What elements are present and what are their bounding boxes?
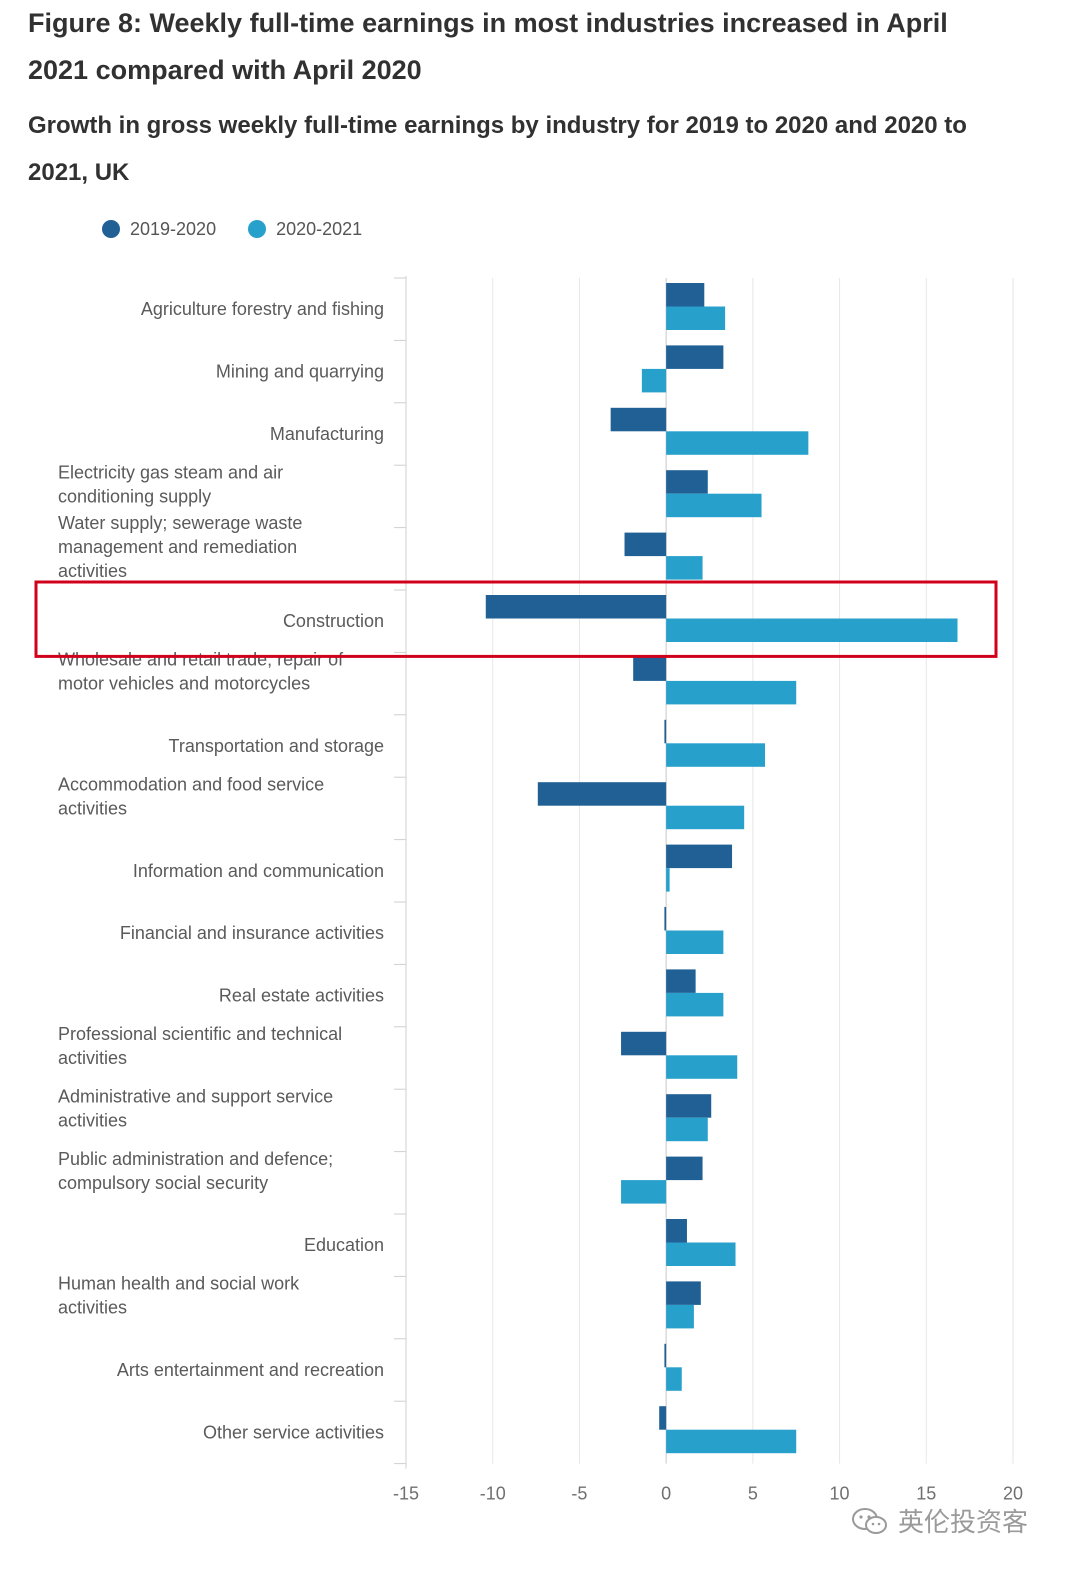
category-label: Manufacturing <box>270 424 384 444</box>
bar-2019-2020[interactable] <box>621 1031 667 1056</box>
bar-2020-2021[interactable] <box>666 805 745 830</box>
bar-2020-2021[interactable] <box>666 868 670 892</box>
bar-2020-2021[interactable] <box>666 556 703 580</box>
x-tick-label: -5 <box>571 1484 587 1504</box>
bar-2019-2020[interactable] <box>666 1219 687 1243</box>
legend-dot-icon <box>248 220 267 238</box>
bar-2019-2020[interactable] <box>664 1343 667 1368</box>
bar-2020-2021[interactable] <box>666 680 797 705</box>
x-tick-label: 5 <box>748 1484 758 1504</box>
bar-2019-2020[interactable] <box>666 844 733 869</box>
bar-2019-2020[interactable] <box>664 907 667 931</box>
legend-dot-icon <box>102 220 120 238</box>
category-label: Accommodation and food service activities <box>58 774 324 818</box>
bar-2019-2020[interactable] <box>659 1406 667 1430</box>
wechat-icon <box>852 1507 887 1534</box>
bar-2020-2021[interactable] <box>666 930 724 955</box>
chart-title: Figure 8: Weekly full-time earnings in m… <box>28 8 948 85</box>
bar-2019-2020[interactable] <box>633 657 667 681</box>
bar-2020-2021[interactable] <box>666 306 726 331</box>
bar-2020-2021[interactable] <box>666 1429 797 1454</box>
bar-2020-2021[interactable] <box>666 618 958 643</box>
x-tick-label: 0 <box>661 1484 671 1504</box>
bar-2019-2020[interactable] <box>666 1281 701 1305</box>
bar-2019-2020[interactable] <box>666 283 705 307</box>
bar-2019-2020[interactable] <box>610 407 667 432</box>
category-label: Financial and insurance activities <box>120 923 384 943</box>
bar-2020-2021[interactable] <box>666 1117 708 1142</box>
chart-subtitle: Growth in gross weekly full-time earning… <box>28 112 967 186</box>
category-label: Transportation and storage <box>169 736 384 756</box>
bar-2019-2020[interactable] <box>624 532 667 557</box>
watermark-text: 英伦投资客 <box>898 1507 1029 1537</box>
legend-item-2019-2020[interactable]: 2019-2020 <box>102 219 216 240</box>
bar-2020-2021[interactable] <box>666 743 765 767</box>
bar-2019-2020[interactable] <box>666 969 696 993</box>
bar-2019-2020[interactable] <box>666 470 708 494</box>
bar-2019-2020[interactable] <box>664 719 667 744</box>
category-label: Water supply; sewerage waste management a… <box>58 513 302 581</box>
bar-2019-2020[interactable] <box>666 345 724 369</box>
bar-2019-2020[interactable] <box>537 782 667 806</box>
category-label: Public administration and defence; compul… <box>58 1149 333 1193</box>
highlight-box <box>34 580 998 658</box>
bar-2020-2021[interactable] <box>666 431 809 455</box>
bar-2020-2021[interactable] <box>666 992 724 1017</box>
bar-2019-2020[interactable] <box>485 595 667 619</box>
x-tick-label: 15 <box>916 1484 936 1504</box>
bar-2020-2021[interactable] <box>621 1180 667 1204</box>
category-label: Wholesale and retail trade; repair of mot… <box>58 650 344 694</box>
category-label: Construction <box>283 611 384 631</box>
legend-label: 2020-2021 <box>276 218 363 239</box>
bar-2019-2020[interactable] <box>666 1156 703 1181</box>
legend-item-2020-2021[interactable]: 2020-2021 <box>248 219 362 240</box>
bar-2020-2021[interactable] <box>666 1242 736 1267</box>
bar-2020-2021[interactable] <box>666 1367 682 1391</box>
category-label: Arts entertainment and recreation <box>117 1360 384 1380</box>
bar-2020-2021[interactable] <box>666 1304 694 1329</box>
legend: 2019-2020 2020-2021 <box>102 214 394 244</box>
x-tick-label: 20 <box>1003 1484 1023 1504</box>
category-label: Mining and quarrying <box>216 362 384 382</box>
x-tick-label: 10 <box>830 1484 850 1504</box>
category-label: Electricity gas steam and air conditionin… <box>58 462 283 506</box>
bar-2020-2021[interactable] <box>666 1055 738 1079</box>
category-label: Professional scientific and technical act… <box>58 1024 342 1068</box>
x-tick-label: -10 <box>480 1484 506 1504</box>
bar-2020-2021[interactable] <box>641 368 667 393</box>
category-label: Education <box>304 1235 384 1255</box>
bar-2020-2021[interactable] <box>666 493 762 518</box>
category-label: Other service activities <box>203 1422 384 1442</box>
category-label: Real estate activities <box>219 986 384 1006</box>
category-label: Information and communication <box>133 861 384 881</box>
bar-2019-2020[interactable] <box>666 1094 712 1118</box>
x-tick-label: -15 <box>393 1484 419 1504</box>
legend-label: 2019-2020 <box>130 218 217 239</box>
category-label: Agriculture forestry and fishing <box>141 299 384 319</box>
category-label: Administrative and support service activi… <box>58 1086 333 1130</box>
watermark: 英伦投资客 <box>850 1502 1028 1539</box>
category-label: Human health and social work activities <box>58 1274 300 1318</box>
